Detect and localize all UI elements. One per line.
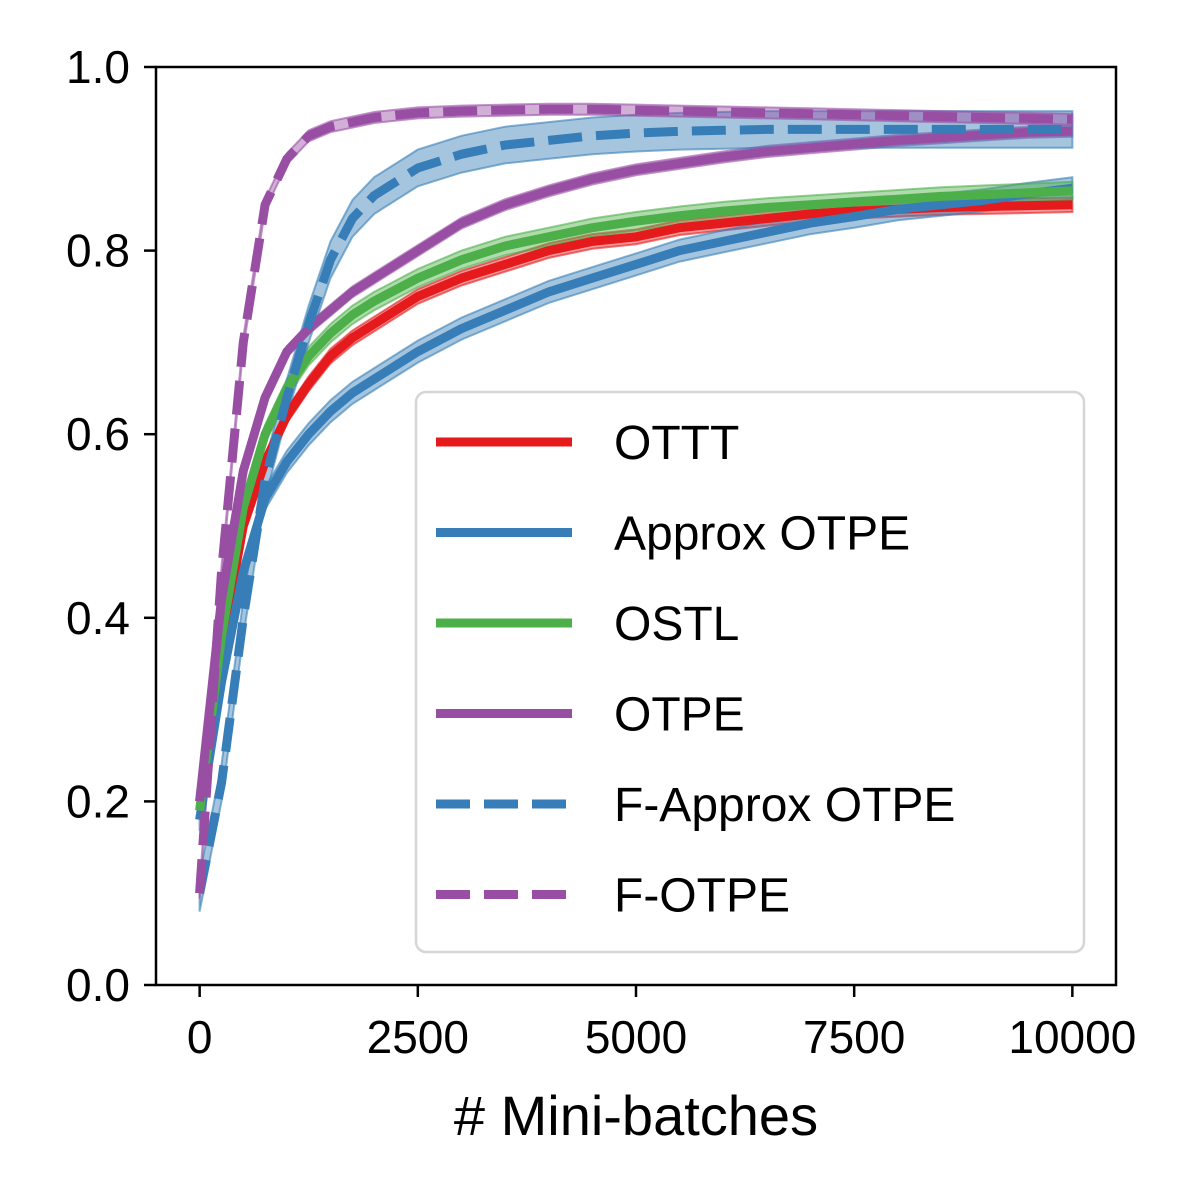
- y-tick-label: 0.8: [66, 225, 130, 277]
- band-ottt: [198, 196, 1074, 809]
- x-tick-label: 7500: [803, 1011, 905, 1063]
- y-tick-label: 1.0: [66, 41, 130, 93]
- series-line-f-otpe: [195, 104, 1073, 894]
- legend-label: OTPE: [614, 689, 745, 742]
- legend-box: [414, 390, 1086, 954]
- legend-label: OTTT: [614, 417, 739, 470]
- series-lines: [195, 104, 1073, 895]
- y-axis: 0.0 0.2 0.4 0.6 0.8 1.0: [66, 41, 156, 1011]
- x-axis: 0 2500 5000 7500 10000: [187, 985, 1136, 1063]
- band-ostl: [198, 180, 1074, 820]
- confidence-bands: [198, 102, 1074, 912]
- y-tick-label: 0.2: [66, 775, 130, 827]
- legend-label: F-OTPE: [614, 870, 790, 923]
- x-axis-title: # Mini-batches: [454, 1084, 818, 1147]
- y-tick-label: 0.6: [66, 408, 130, 460]
- series-line-f-approx-otpe: [195, 124, 1073, 895]
- x-tick-label: 5000: [585, 1011, 687, 1063]
- legend-label: Approx OTPE: [614, 508, 910, 561]
- x-tick-label: 2500: [367, 1011, 469, 1063]
- legend: OTTT Approx OTPE OSTL OTPE F-Approx OTPE F-OT…: [414, 390, 1086, 954]
- series-line-approx-otpe: [195, 183, 1073, 821]
- legend-label: F-Approx OTPE: [614, 779, 955, 832]
- legend-label: OSTL: [614, 598, 739, 651]
- y-tick-label: 0.4: [66, 592, 130, 644]
- x-tick-label: 10000: [1008, 1011, 1136, 1063]
- y-tick-label: 0.0: [66, 959, 130, 1011]
- band-f-approx-otpe: [198, 110, 1074, 912]
- series-line-otpe: [195, 126, 1073, 802]
- band-f-otpe: [198, 102, 1074, 899]
- x-tick-label: 0: [187, 1011, 213, 1063]
